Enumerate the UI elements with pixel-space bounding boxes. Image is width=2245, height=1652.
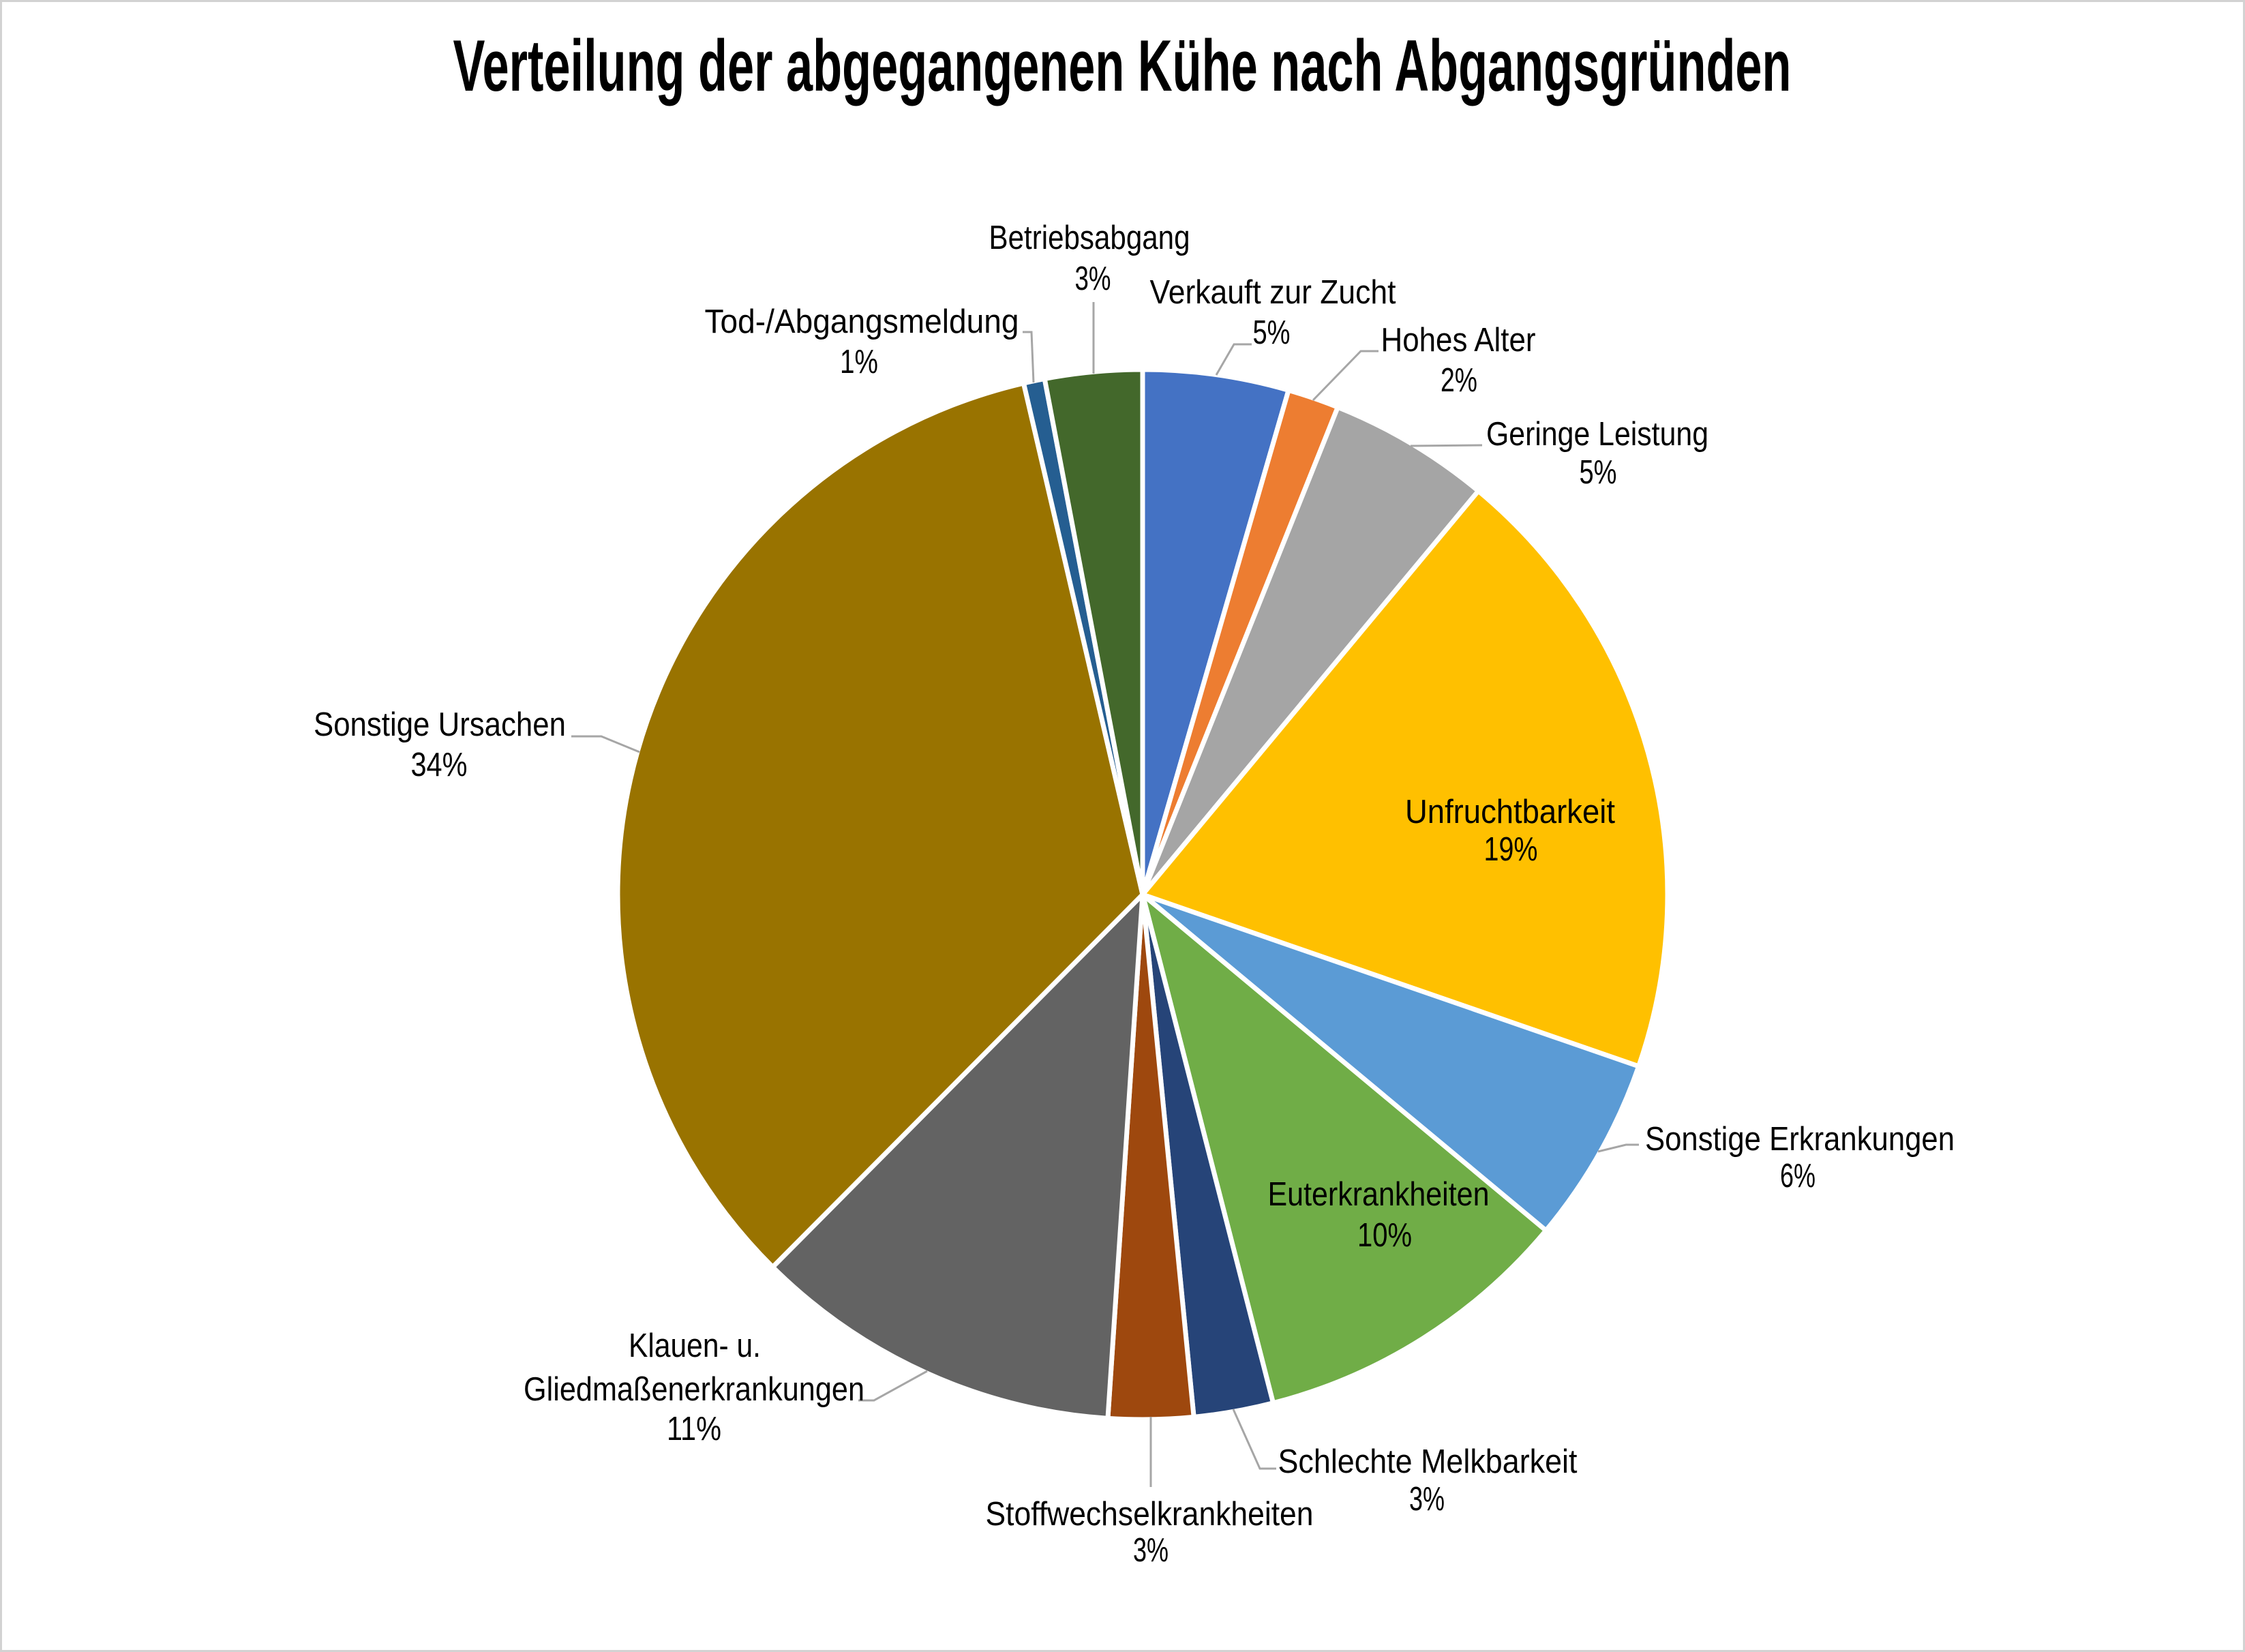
svg-text:1%: 1% <box>840 344 878 380</box>
svg-text:Verkauft zur Zucht: Verkauft zur Zucht <box>1150 274 1396 311</box>
svg-text:Geringe Leistung: Geringe Leistung <box>1486 416 1708 453</box>
svg-text:2%: 2% <box>1441 362 1477 399</box>
svg-text:19%: 19% <box>1484 831 1538 868</box>
svg-text:6%: 6% <box>1780 1158 1815 1195</box>
svg-text:11%: 11% <box>667 1411 721 1447</box>
svg-text:Sonstige Erkrankungen: Sonstige Erkrankungen <box>1645 1121 1955 1158</box>
svg-text:34%: 34% <box>411 747 468 783</box>
svg-text:3%: 3% <box>1133 1532 1169 1569</box>
svg-text:3%: 3% <box>1075 260 1111 297</box>
svg-text:Unfruchtbarkeit: Unfruchtbarkeit <box>1405 794 1615 830</box>
svg-text:Verteilung der abgegangenen Kü: Verteilung der abgegangenen Kühe nach Ab… <box>453 25 1792 106</box>
svg-text:Stoffwechselkrankheiten: Stoffwechselkrankheiten <box>986 1496 1314 1533</box>
svg-text:5%: 5% <box>1580 454 1617 491</box>
svg-text:3%: 3% <box>1409 1481 1445 1518</box>
svg-text:5%: 5% <box>1253 314 1291 351</box>
svg-text:Hohes Alter: Hohes Alter <box>1381 322 1536 359</box>
svg-text:Gliedmaßenerkrankungen: Gliedmaßenerkrankungen <box>524 1371 864 1408</box>
svg-text:Schlechte Melkbarkeit: Schlechte Melkbarkeit <box>1278 1443 1578 1480</box>
svg-text:Sonstige Ursachen: Sonstige Ursachen <box>314 706 566 743</box>
svg-text:Klauen- u.: Klauen- u. <box>629 1327 761 1364</box>
svg-text:10%: 10% <box>1357 1217 1412 1254</box>
svg-text:Euterkrankheiten: Euterkrankheiten <box>1268 1176 1490 1213</box>
svg-text:Tod-/Abgangsmeldung: Tod-/Abgangsmeldung <box>705 303 1019 340</box>
svg-text:Betriebsabgang: Betriebsabgang <box>989 220 1190 256</box>
